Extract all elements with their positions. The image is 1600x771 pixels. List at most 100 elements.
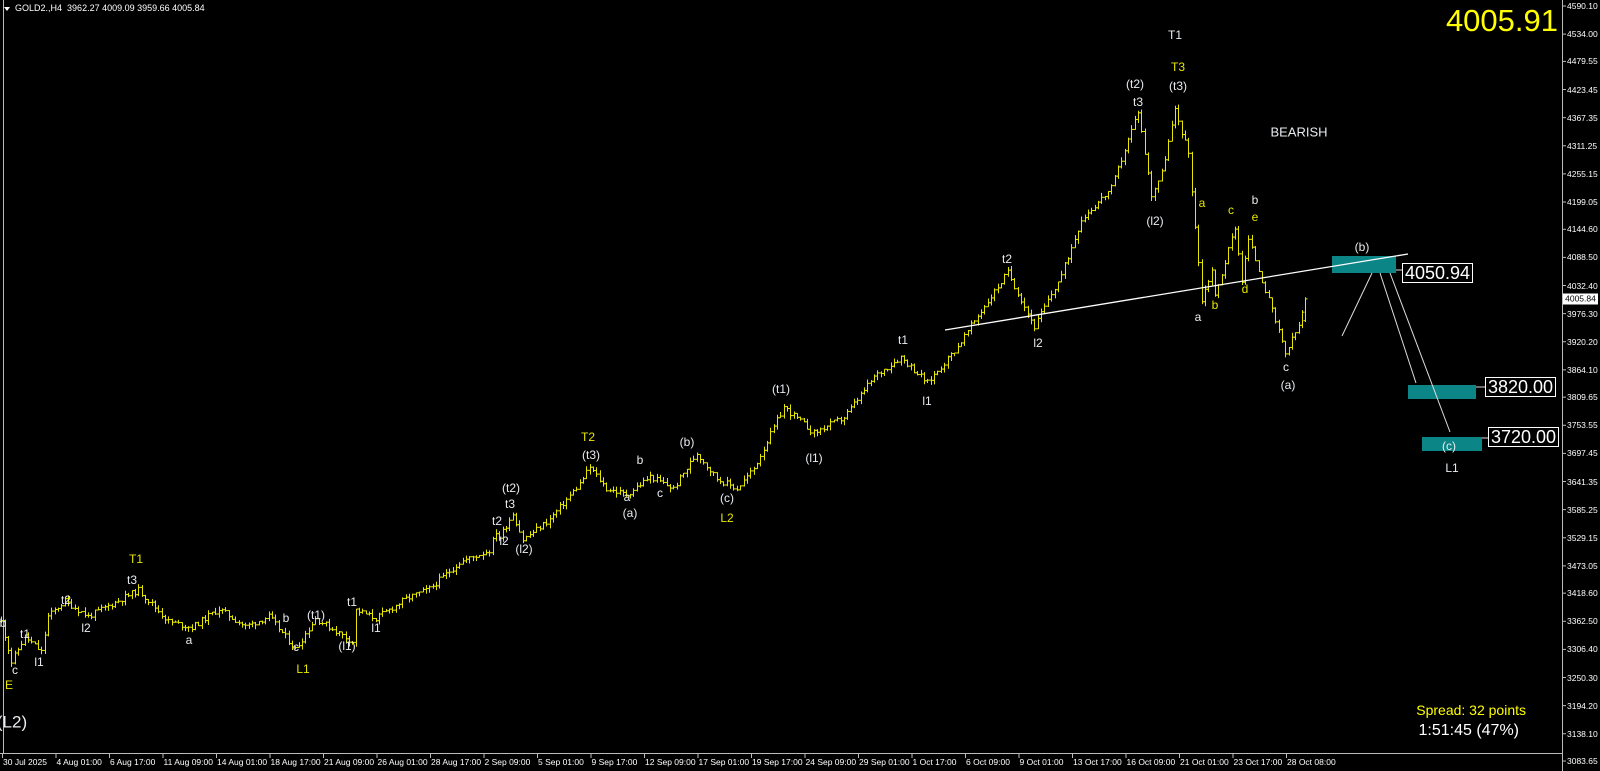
ohlc-bar (548, 514, 553, 529)
ohlc-bar (1079, 216, 1084, 233)
wave-label[interactable]: (t1) (307, 608, 325, 622)
wave-label[interactable]: (t2) (502, 481, 520, 495)
wave-label[interactable]: (t3) (1169, 79, 1187, 93)
wave-label[interactable]: (a) (622, 506, 638, 520)
wave-label[interactable]: (t2) (1126, 77, 1144, 91)
wave-label[interactable]: a (1198, 196, 1206, 210)
target-label-b[interactable]: 4050.94 (1402, 263, 1474, 283)
wave-label[interactable]: t3 (1132, 95, 1144, 109)
wave-label[interactable]: (a) (1280, 378, 1296, 392)
target-label-2[interactable]: 3720.00 (1488, 427, 1560, 447)
ohlc-bar (243, 622, 248, 630)
x-tick-label: 9 Oct 01:00 (1019, 757, 1064, 767)
ohlc-bar (982, 304, 987, 315)
wave-label[interactable]: T3 (1170, 60, 1186, 74)
wave-label[interactable]: (L2) (0, 712, 28, 732)
wave-label[interactable]: c (1283, 360, 1289, 374)
wave-label[interactable]: c (657, 486, 663, 500)
wave-label[interactable]: c (293, 640, 299, 654)
wave-label[interactable]: l1 (922, 394, 932, 408)
wave-label[interactable]: b (0, 616, 7, 630)
wave-label[interactable]: c (12, 663, 18, 677)
wave-label[interactable]: t2 (1001, 252, 1013, 266)
ohlc-bar (561, 500, 566, 510)
wave-label[interactable]: l2 (499, 534, 509, 548)
wave-label[interactable]: (l2) (1146, 214, 1164, 228)
y-tick-label: 4255.15 (1567, 168, 1598, 179)
ohlc-bar (865, 379, 870, 393)
wave-label[interactable]: (l1) (338, 639, 356, 653)
wave-label[interactable]: (l2) (515, 542, 533, 556)
wave-label[interactable]: t1 (19, 627, 31, 641)
x-tick-label: 19 Sep 17:00 (752, 757, 803, 767)
ohlc-bar (818, 427, 823, 436)
ohlc-bar (313, 616, 318, 626)
wave-label[interactable]: (t1) (772, 382, 790, 396)
x-tick-label: 30 Jul 2025 (3, 757, 47, 767)
wave-label[interactable]: l2 (1033, 336, 1043, 350)
ohlc-bar (233, 616, 238, 623)
ohlc-bar (1116, 165, 1121, 179)
wave-label[interactable]: t2 (491, 514, 503, 528)
wave-label[interactable]: a (1194, 310, 1202, 324)
dropdown-triangle-icon[interactable] (4, 6, 10, 11)
wave-label[interactable]: l1 (371, 621, 381, 635)
ohlc-bar (701, 459, 706, 465)
wave-label[interactable]: (l1) (805, 451, 823, 465)
ohlc-bar (805, 418, 810, 430)
wave-label[interactable]: t3 (126, 573, 138, 587)
ohlc-bar (133, 588, 138, 598)
ohlc-bar (725, 476, 730, 487)
ohlc-bar (1099, 192, 1104, 204)
wave-label[interactable]: L2 (720, 511, 734, 525)
wave-label[interactable]: b (636, 453, 644, 467)
ohlc-bar (6, 635, 11, 655)
wave-label[interactable]: t1 (897, 333, 909, 347)
ohlc-bar (1283, 340, 1288, 358)
wave-label[interactable]: b (282, 611, 290, 625)
wave-label[interactable]: T2 (580, 430, 596, 444)
x-tick-label: 14 Aug 01:00 (217, 757, 268, 767)
ohlc-bar (410, 593, 415, 602)
wave-label[interactable]: E (4, 678, 14, 692)
wave-label[interactable]: a (623, 490, 631, 504)
wave-label[interactable]: l2 (81, 621, 91, 635)
wave-label[interactable]: b (1211, 298, 1219, 312)
ohlc-bar (972, 320, 977, 324)
wave-label[interactable]: a (185, 633, 193, 647)
wave-label[interactable]: t1 (346, 595, 358, 609)
wave-label[interactable]: b (1251, 193, 1259, 207)
wave-label[interactable]: c (1228, 203, 1234, 217)
wave-label[interactable]: (t3) (582, 448, 600, 462)
ohlc-bar (293, 646, 298, 650)
ohlc-bar (946, 355, 951, 369)
wave-label[interactable]: T1 (128, 552, 144, 566)
wave-label[interactable]: BEARISH (1270, 124, 1328, 140)
wave-label[interactable]: L1 (296, 662, 310, 676)
wave-label[interactable]: (b) (1354, 240, 1370, 254)
wave-label[interactable]: e (1251, 210, 1259, 224)
wave-label[interactable]: d (1241, 282, 1249, 296)
ohlc-bar (36, 639, 41, 651)
wave-label[interactable]: (c) (1442, 439, 1456, 453)
x-tick-label: 13 Oct 17:00 (1073, 757, 1122, 767)
ohlc-bar (742, 475, 747, 487)
ohlc-bar (1290, 332, 1295, 350)
wave-label[interactable]: T1 (1167, 28, 1183, 42)
target-label-1[interactable]: 3820.00 (1485, 377, 1557, 397)
wave-label[interactable]: t3 (504, 497, 516, 511)
wave-label[interactable]: (c) (720, 491, 734, 505)
wave-label[interactable]: t2 (60, 593, 72, 607)
ohlc-bar (715, 472, 720, 482)
spread-text: Spread: 32 points (1416, 702, 1526, 718)
ohlc-bar (1303, 297, 1308, 322)
y-tick-label: 3418.60 (1567, 588, 1598, 599)
wave-label[interactable]: l1 (34, 655, 44, 669)
x-tick-label: 16 Oct 09:00 (1126, 757, 1176, 767)
ohlc-bar (544, 518, 549, 527)
wave-label[interactable]: L1 (1445, 461, 1459, 475)
ohlc-bar (705, 462, 710, 471)
ohlc-bar (437, 573, 442, 589)
wave-label[interactable]: (b) (679, 435, 695, 449)
